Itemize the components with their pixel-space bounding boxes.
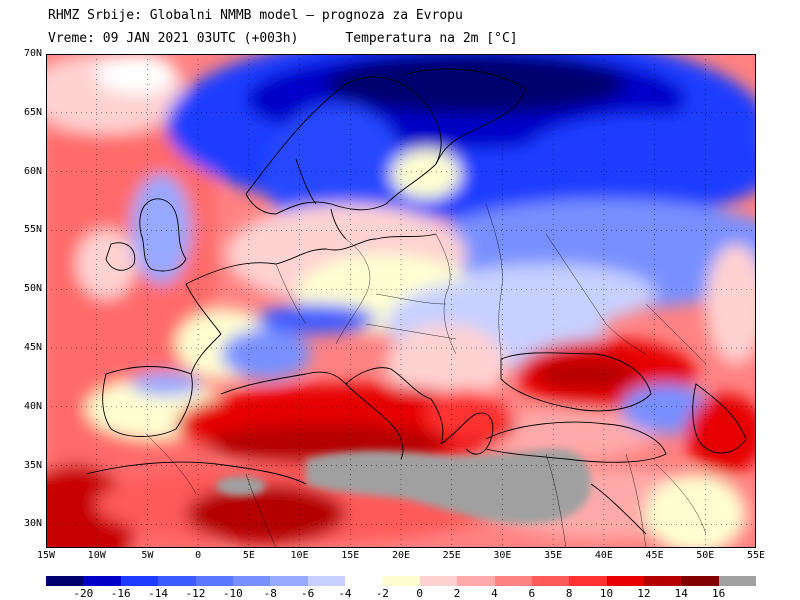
legend-swatch <box>232 576 271 586</box>
legend-swatch <box>606 576 644 586</box>
legend-value-label: 6 <box>528 587 536 600</box>
legend-value-label: -8 <box>263 587 277 600</box>
legend-value-label: 14 <box>674 587 688 600</box>
lat-tick-label: 70N <box>23 48 42 59</box>
masked-area <box>216 448 591 524</box>
legend-swatch <box>531 576 570 586</box>
legend-swatch <box>83 576 121 586</box>
legend-value-label: -4 <box>338 587 352 600</box>
legend-swatch <box>120 576 159 586</box>
legend-swatch <box>419 576 458 586</box>
legend-swatch <box>195 576 233 586</box>
lon-tick-label: 10W <box>87 550 106 561</box>
legend-value-label: -16 <box>110 587 131 600</box>
legend-swatch <box>382 576 420 586</box>
lon-tick-label: 20E <box>391 550 411 561</box>
lat-lon-grid <box>46 54 756 548</box>
lon-tick-label: 45E <box>645 550 664 561</box>
lon-tick-label: 10E <box>290 550 309 561</box>
coastlines <box>85 68 747 535</box>
legend-swatch <box>457 576 495 586</box>
map-subtitle: Vreme: 09 JAN 2021 03UTC (+003h) Tempera… <box>48 31 518 46</box>
legend-value-label: 0 <box>416 587 423 600</box>
lat-tick-label: 35N <box>23 459 42 471</box>
legend-swatch <box>345 576 383 586</box>
map-title: RHMZ Srbije: Globalni NMMB model — progn… <box>48 8 463 23</box>
lat-tick-label: 30N <box>23 518 42 530</box>
legend-swatch <box>718 576 757 586</box>
lon-tick-label: 25E <box>442 550 461 561</box>
color-legend <box>46 576 757 586</box>
legend-value-label: 8 <box>565 587 573 600</box>
lon-tick-label: 5W <box>141 550 154 561</box>
lon-tick-label: 15E <box>341 550 360 561</box>
lat-tick-label: 60N <box>23 165 42 177</box>
borders <box>145 203 707 548</box>
map-frame <box>46 54 756 548</box>
lat-tick-label: 40N <box>23 400 42 412</box>
lon-tick-label: 35E <box>544 550 563 561</box>
legend-swatch <box>158 576 196 586</box>
lat-tick-label: 50N <box>23 283 42 295</box>
lon-tick-label: 55E <box>746 550 766 561</box>
legend-value-label: -14 <box>148 587 169 600</box>
lat-tick-label: 45N <box>23 342 42 354</box>
map-canvas <box>46 54 756 548</box>
legend-swatch <box>494 576 532 586</box>
lon-tick-label: 40E <box>594 550 613 561</box>
legend-swatch <box>307 576 345 586</box>
legend-value-label: -2 <box>375 587 389 600</box>
legend-value-label: -6 <box>300 587 315 600</box>
lon-tick-label: 5E <box>242 550 255 561</box>
legend-swatch <box>569 576 607 586</box>
lon-tick-label: 30E <box>493 550 512 561</box>
temperature-map <box>46 54 756 548</box>
legend-swatch <box>681 576 719 586</box>
lon-tick-label: 15W <box>36 550 56 561</box>
lon-tick-label: 0 <box>195 550 202 561</box>
legend-value-label: -20 <box>73 587 94 600</box>
legend-value-label: 10 <box>599 587 614 600</box>
lon-tick-label: 50E <box>696 550 715 561</box>
lat-tick-label: 65N <box>23 106 42 118</box>
legend-value-label: 4 <box>491 587 498 600</box>
legend-swatch <box>46 576 84 586</box>
legend-value-label: 12 <box>637 587 651 600</box>
legend-value-label: -10 <box>222 587 243 600</box>
legend-swatch <box>644 576 682 586</box>
legend-value-label: 2 <box>453 587 461 600</box>
legend-swatch <box>270 576 308 586</box>
legend-value-label: -12 <box>185 587 206 600</box>
legend-value-label: 16 <box>712 587 726 600</box>
lat-tick-label: 55N <box>23 224 42 236</box>
